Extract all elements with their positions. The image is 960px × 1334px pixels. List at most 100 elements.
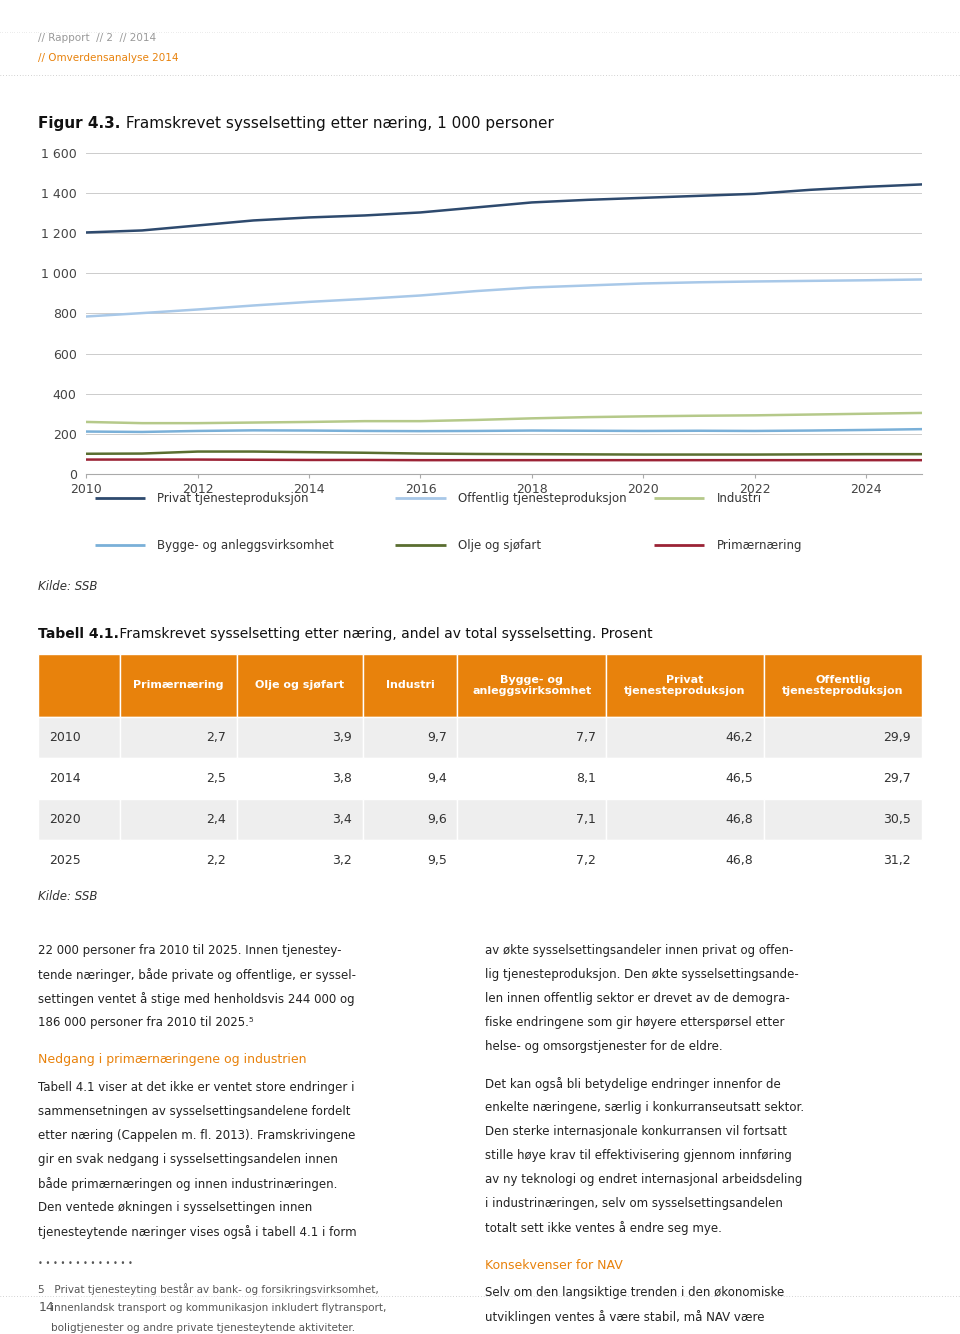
Bar — [363, 839, 458, 880]
Bar — [458, 716, 606, 758]
Text: 8,1: 8,1 — [576, 772, 595, 784]
Text: Selv om den langsiktige trenden i den økonomiske: Selv om den langsiktige trenden i den øk… — [485, 1286, 784, 1299]
Bar — [237, 654, 363, 716]
Text: 2010: 2010 — [49, 731, 81, 744]
Text: 31,2: 31,2 — [883, 854, 911, 867]
Text: 2014: 2014 — [49, 772, 81, 784]
Text: Primærnæring: Primærnæring — [132, 680, 224, 690]
Text: 5   Privat tjenesteyting består av bank- og forsikringsvirksomhet,: 5 Privat tjenesteyting består av bank- o… — [38, 1283, 379, 1294]
Bar — [606, 758, 764, 799]
Text: 7,7: 7,7 — [576, 731, 595, 744]
Text: 186 000 personer fra 2010 til 2025.⁵: 186 000 personer fra 2010 til 2025.⁵ — [38, 1017, 254, 1029]
Text: sammensetningen av sysselsettingsandelene fordelt: sammensetningen av sysselsettingsandelen… — [38, 1105, 351, 1118]
Text: tende næringer, både private og offentlige, er syssel-: tende næringer, både private og offentli… — [38, 968, 356, 982]
Bar — [363, 654, 458, 716]
Text: Industri: Industri — [386, 680, 435, 690]
Bar — [38, 716, 119, 758]
Text: Framskrevet sysselsetting etter næring, 1 000 personer: Framskrevet sysselsetting etter næring, … — [121, 116, 553, 131]
Text: Kilde: SSB: Kilde: SSB — [38, 890, 98, 903]
Text: Offentlig tjenesteproduksjon: Offentlig tjenesteproduksjon — [458, 492, 627, 504]
Text: 3,2: 3,2 — [332, 854, 352, 867]
Text: Den ventede økningen i sysselsettingen innen: Den ventede økningen i sysselsettingen i… — [38, 1201, 313, 1214]
Text: av ny teknologi og endret internasjonal arbeidsdeling: av ny teknologi og endret internasjonal … — [485, 1174, 803, 1186]
Bar — [764, 839, 922, 880]
Text: // Rapport  // 2  // 2014: // Rapport // 2 // 2014 — [38, 33, 156, 43]
Text: Privat tjenesteproduksjon: Privat tjenesteproduksjon — [157, 492, 309, 504]
Text: 9,6: 9,6 — [427, 812, 446, 826]
Bar — [363, 716, 458, 758]
Text: etter næring (Cappelen m. fl. 2013). Framskrivingene: etter næring (Cappelen m. fl. 2013). Fra… — [38, 1129, 356, 1142]
Bar — [38, 799, 119, 839]
Bar — [764, 799, 922, 839]
Text: Konsekvenser for NAV: Konsekvenser for NAV — [485, 1259, 622, 1271]
Text: 46,5: 46,5 — [726, 772, 754, 784]
Bar — [237, 839, 363, 880]
Text: Framskrevet sysselsetting etter næring, andel av total sysselsetting. Prosent: Framskrevet sysselsetting etter næring, … — [115, 627, 653, 640]
Bar — [764, 716, 922, 758]
Bar — [38, 654, 119, 716]
Text: både primærnæringen og innen industrinæringen.: både primærnæringen og innen industrinær… — [38, 1177, 338, 1190]
Text: 2020: 2020 — [49, 812, 81, 826]
Bar — [606, 716, 764, 758]
Bar — [38, 758, 119, 799]
Text: Bygge- og
anleggsvirksomhet: Bygge- og anleggsvirksomhet — [472, 675, 591, 696]
Text: Privat
tjenesteproduksjon: Privat tjenesteproduksjon — [624, 675, 746, 696]
Bar — [119, 758, 237, 799]
Text: Olje og sjøfart: Olje og sjøfart — [255, 680, 345, 690]
Text: utviklingen ventes å være stabil, må NAV være: utviklingen ventes å være stabil, må NAV… — [485, 1310, 764, 1323]
Bar — [606, 799, 764, 839]
Text: lig tjenesteproduksjon. Den økte sysselsettingsande-: lig tjenesteproduksjon. Den økte syssels… — [485, 968, 799, 980]
Text: innenlandsk transport og kommunikasjon inkludert flytransport,: innenlandsk transport og kommunikasjon i… — [38, 1303, 387, 1313]
Text: 3,4: 3,4 — [332, 812, 352, 826]
Text: gir en svak nedgang i sysselsettingsandelen innen: gir en svak nedgang i sysselsettingsande… — [38, 1153, 338, 1166]
Bar — [38, 839, 119, 880]
Text: 29,9: 29,9 — [883, 731, 911, 744]
Bar — [363, 758, 458, 799]
Text: 2,7: 2,7 — [206, 731, 226, 744]
Text: 2,5: 2,5 — [206, 772, 226, 784]
Text: Olje og sjøfart: Olje og sjøfart — [458, 539, 541, 552]
Text: Tabell 4.1 viser at det ikke er ventet store endringer i: Tabell 4.1 viser at det ikke er ventet s… — [38, 1081, 355, 1094]
Text: Kilde: SSB: Kilde: SSB — [38, 580, 98, 592]
Text: boligtjenester og andre private tjenesteytende aktiviteter.: boligtjenester og andre private tjeneste… — [38, 1323, 355, 1334]
Text: 2025: 2025 — [49, 854, 81, 867]
Bar — [606, 839, 764, 880]
Text: av økte sysselsettingsandeler innen privat og offen-: av økte sysselsettingsandeler innen priv… — [485, 944, 793, 956]
Text: 7,1: 7,1 — [576, 812, 595, 826]
Text: 9,7: 9,7 — [427, 731, 446, 744]
Text: settingen ventet å stige med henholdsvis 244 000 og: settingen ventet å stige med henholdsvis… — [38, 992, 355, 1006]
Text: stille høye krav til effektivisering gjennom innføring: stille høye krav til effektivisering gje… — [485, 1149, 792, 1162]
Text: • • • • • • • • • • • • •: • • • • • • • • • • • • • — [38, 1259, 133, 1267]
Text: fiske endringene som gir høyere etterspørsel etter: fiske endringene som gir høyere etterspø… — [485, 1017, 784, 1029]
Bar — [606, 654, 764, 716]
Text: 22 000 personer fra 2010 til 2025. Innen tjenestey-: 22 000 personer fra 2010 til 2025. Innen… — [38, 944, 342, 956]
Text: len innen offentlig sektor er drevet av de demogra-: len innen offentlig sektor er drevet av … — [485, 992, 789, 1005]
Text: Den sterke internasjonale konkurransen vil fortsatt: Den sterke internasjonale konkurransen v… — [485, 1125, 787, 1138]
Bar — [458, 654, 606, 716]
Text: Bygge- og anleggsvirksomhet: Bygge- og anleggsvirksomhet — [157, 539, 334, 552]
Text: 3,8: 3,8 — [332, 772, 352, 784]
Text: i industrinæringen, selv om sysselsettingsandelen: i industrinæringen, selv om sysselsettin… — [485, 1198, 782, 1210]
Bar — [764, 758, 922, 799]
Text: Det kan også bli betydelige endringer innenfor de: Det kan også bli betydelige endringer in… — [485, 1077, 780, 1091]
Bar — [119, 716, 237, 758]
Text: 9,5: 9,5 — [427, 854, 446, 867]
Text: 46,8: 46,8 — [726, 854, 754, 867]
Text: 29,7: 29,7 — [883, 772, 911, 784]
Bar — [458, 839, 606, 880]
Text: tjenesteytende næringer vises også i tabell 4.1 i form: tjenesteytende næringer vises også i tab… — [38, 1225, 357, 1238]
Text: enkelte næringene, særlig i konkurranseutsatt sektor.: enkelte næringene, særlig i konkurranseu… — [485, 1101, 804, 1114]
Text: 3,9: 3,9 — [332, 731, 352, 744]
Bar — [764, 654, 922, 716]
Bar — [237, 716, 363, 758]
Text: Tabell 4.1.: Tabell 4.1. — [38, 627, 119, 640]
Text: Nedgang i primærnæringene og industrien: Nedgang i primærnæringene og industrien — [38, 1054, 307, 1066]
Text: totalt sett ikke ventes å endre seg mye.: totalt sett ikke ventes å endre seg mye. — [485, 1222, 722, 1235]
Bar — [119, 654, 237, 716]
Text: 7,2: 7,2 — [576, 854, 595, 867]
Bar — [119, 799, 237, 839]
Bar — [363, 799, 458, 839]
Text: 2,2: 2,2 — [206, 854, 226, 867]
Text: Offentlig
tjenesteproduksjon: Offentlig tjenesteproduksjon — [782, 675, 903, 696]
Text: 46,8: 46,8 — [726, 812, 754, 826]
